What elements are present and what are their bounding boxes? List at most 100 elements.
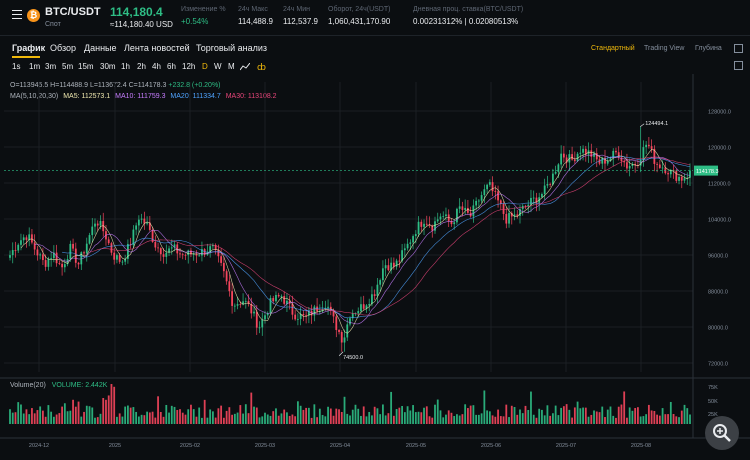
interval-15m[interactable]: 15m	[78, 62, 94, 71]
volume-bar	[672, 414, 675, 424]
x-tick-label: 2025-02	[180, 443, 200, 449]
interval-2h[interactable]: 2h	[137, 62, 146, 71]
volume-bar	[36, 410, 39, 424]
tab-overview[interactable]: Обзор	[50, 43, 76, 53]
candle-body	[157, 247, 159, 249]
interval-1s[interactable]: 1s	[12, 62, 21, 71]
candle-body	[579, 152, 582, 154]
volume-bar	[428, 416, 431, 424]
volume-bar	[565, 404, 568, 424]
volume-bar	[384, 415, 387, 424]
candle-body	[286, 300, 288, 304]
volume-bar	[132, 407, 135, 424]
settings-icon[interactable]	[734, 44, 743, 53]
volume-bar	[258, 417, 261, 424]
candle-body	[475, 200, 478, 206]
volume-bar	[373, 406, 376, 424]
volume-bar	[425, 406, 428, 424]
zoom-button[interactable]	[705, 416, 739, 450]
volume-bar	[423, 407, 425, 424]
tab-data[interactable]: Данные	[84, 43, 117, 53]
high-pointer	[640, 123, 645, 128]
candle-body	[187, 250, 190, 256]
volume-bar	[140, 414, 143, 424]
volume-bar	[157, 396, 159, 424]
volume-bar	[390, 391, 393, 424]
view-depth[interactable]: Глубина	[695, 45, 722, 52]
fullscreen-icon[interactable]	[734, 61, 743, 70]
tab-news[interactable]: Лента новостей	[124, 43, 190, 53]
market-type: Спот	[45, 21, 61, 28]
candle-body	[168, 248, 170, 253]
candle-body	[678, 176, 680, 181]
volume-bar	[247, 413, 250, 424]
candle-body	[198, 255, 201, 257]
candle-body	[409, 242, 412, 244]
volume-bar	[121, 416, 124, 424]
y-tick-label: 80000.0	[708, 326, 728, 332]
volume-bar	[277, 415, 280, 424]
x-tick-label: 2025-07	[556, 443, 576, 449]
interval-12h[interactable]: 12h	[182, 62, 196, 71]
tab-trade-analysis[interactable]: Торговый анализ	[196, 43, 268, 53]
candle-body	[689, 170, 691, 178]
x-tick-label: 2025	[109, 443, 121, 449]
candle-body	[650, 146, 653, 149]
interval-w[interactable]: W	[214, 62, 222, 71]
volume-bar	[467, 408, 469, 424]
volume-bar	[212, 411, 214, 424]
interval-6h[interactable]: 6h	[167, 62, 176, 71]
interval-5m[interactable]: 5m	[62, 62, 74, 71]
volume-bar	[94, 417, 96, 424]
interval-1h[interactable]: 1h	[121, 62, 130, 71]
candle-body	[656, 163, 658, 165]
candle-body	[576, 153, 579, 162]
volume-bar	[543, 415, 546, 424]
candle-body	[332, 310, 335, 317]
volume-bar	[552, 413, 554, 424]
tab-chart[interactable]: График	[12, 43, 46, 53]
ma-legend: MA(5,10,20,30) MA5: 112573.1 MA10: 11175…	[10, 93, 277, 100]
candle-body	[22, 237, 25, 241]
interval-3m[interactable]: 3m	[45, 62, 57, 71]
volume-bar	[206, 417, 209, 424]
volume-bar	[63, 403, 66, 424]
interval-1m[interactable]: 1m	[29, 62, 41, 71]
line-chart-icon[interactable]	[240, 63, 250, 71]
candle-body	[653, 148, 656, 164]
pair-name[interactable]: BTC/USDT	[45, 6, 101, 18]
candle-body	[190, 250, 192, 255]
candle-body	[450, 220, 453, 225]
volume-bar	[321, 415, 324, 424]
ma30-value: MA30: 113108.2	[225, 93, 277, 100]
candle-body	[195, 254, 198, 256]
volume-bar	[382, 404, 384, 424]
volume-bar	[338, 409, 340, 424]
candle-body	[661, 167, 664, 169]
candle-body	[275, 294, 277, 302]
volume-bar	[129, 407, 132, 424]
candle-body	[442, 216, 445, 217]
view-tradingview[interactable]: Trading View	[644, 45, 685, 52]
candle-body	[431, 225, 434, 231]
indicator-icon[interactable]: ȸ	[257, 62, 266, 72]
view-standard[interactable]: Стандартный	[591, 45, 635, 52]
volume-bar	[620, 404, 623, 424]
interval-30m[interactable]: 30m	[100, 62, 116, 71]
x-tick-label: 2025-03	[255, 443, 275, 449]
candle-body	[329, 306, 332, 311]
volume-bar	[318, 408, 321, 424]
volume-bar	[615, 417, 617, 424]
low-value: 112,537.9	[283, 17, 318, 26]
interval-m[interactable]: M	[228, 62, 235, 71]
menu-icon[interactable]	[12, 10, 22, 20]
interval-d[interactable]: D	[202, 62, 208, 71]
candle-body	[291, 303, 294, 315]
volume-bar	[220, 405, 223, 424]
interval-4h[interactable]: 4h	[152, 62, 161, 71]
volume-bar	[143, 415, 146, 424]
volume-bar	[456, 414, 458, 424]
candle-body	[118, 255, 121, 262]
volume-bar	[568, 409, 571, 424]
